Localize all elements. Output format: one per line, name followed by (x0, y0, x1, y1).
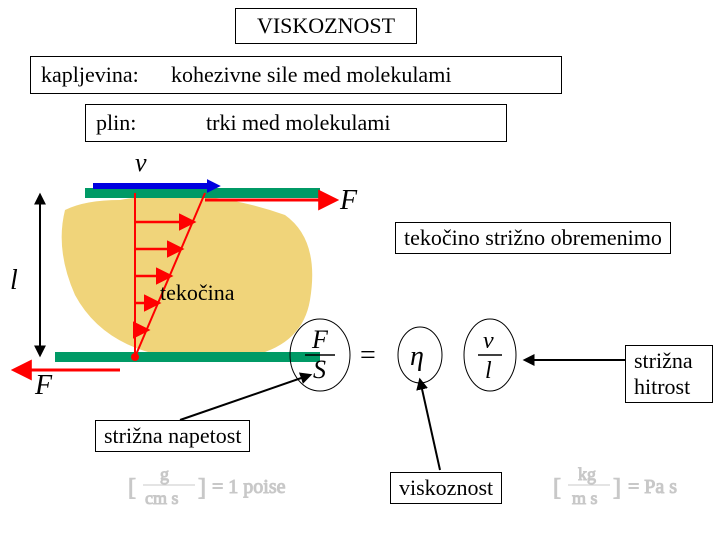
conn-stress (180, 375, 310, 420)
svg-text:[: [ (128, 475, 136, 501)
svg-text:l: l (485, 358, 492, 384)
fluid-blob (62, 195, 313, 360)
anno-shear-stress: strižna napetost (95, 420, 250, 452)
svg-text:kg: kg (578, 464, 596, 484)
svg-text:g: g (160, 464, 169, 484)
units-poise: [ g cm s ] = 1 poise (128, 464, 286, 508)
sym-F-bottom: F (35, 370, 52, 402)
svg-text:= 1 poise: = 1 poise (212, 476, 286, 498)
svg-text:η: η (410, 341, 424, 372)
diagram-svg: F S = η v l [ g cm s ] = 1 poise [ kg m … (0, 0, 720, 540)
label-tekocina: tekočina (160, 280, 235, 306)
sym-l: l (10, 265, 18, 297)
anno-viscosity: viskoznost (390, 472, 502, 504)
anno-shear-rate: strižna hitrost (625, 345, 713, 403)
svg-text:S: S (313, 355, 326, 384)
svg-text:cm s: cm s (145, 488, 179, 508)
svg-text:v: v (483, 328, 494, 354)
bottom-plate (55, 352, 320, 362)
units-pas: [ kg m s ] = Pa s (553, 464, 677, 508)
conn-visc (420, 380, 440, 470)
svg-text:]: ] (198, 475, 206, 501)
sym-v: v (135, 148, 147, 178)
svg-text:[: [ (553, 475, 561, 501)
svg-text:m s: m s (572, 488, 598, 508)
anno-shear-load: tekočino strižno obremenimo (395, 222, 671, 254)
svg-text:= Pa s: = Pa s (628, 476, 677, 498)
sym-F-top: F (340, 185, 357, 217)
svg-text:F: F (311, 325, 329, 354)
svg-text:]: ] (613, 475, 621, 501)
svg-text:=: = (360, 340, 376, 371)
